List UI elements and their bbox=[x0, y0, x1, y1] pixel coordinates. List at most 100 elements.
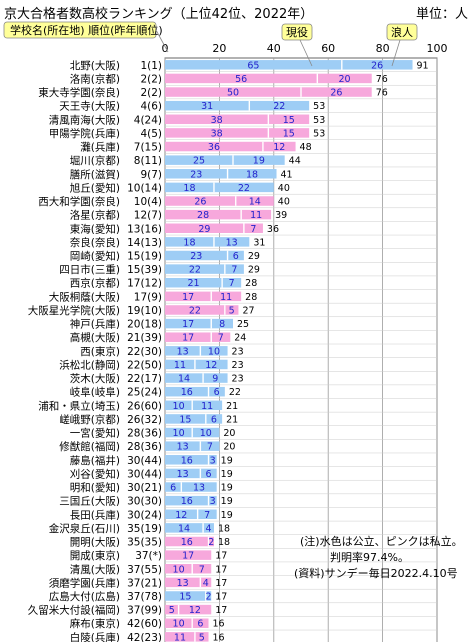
value-total: 17 bbox=[215, 591, 227, 602]
bar-ronin bbox=[200, 577, 212, 588]
value-ronin: 13 bbox=[193, 483, 205, 494]
value-total: 16 bbox=[213, 632, 225, 642]
bar-ronin bbox=[249, 100, 310, 111]
bar-current bbox=[165, 114, 269, 125]
value-total: 21 bbox=[226, 414, 238, 425]
school-name: 開明(大阪) bbox=[70, 536, 120, 549]
note-rate: 判明率97.4%。 bbox=[330, 551, 409, 564]
school-name: 浜松北(静岡) bbox=[59, 358, 120, 371]
value-total: 27 bbox=[242, 305, 254, 316]
bar-current bbox=[165, 400, 193, 411]
value-current: 23 bbox=[190, 169, 202, 180]
value-ronin: 14 bbox=[249, 197, 261, 208]
school-rank: 30(21) bbox=[127, 482, 162, 494]
x-tick-label: 80 bbox=[376, 42, 390, 55]
bar-ronin bbox=[241, 209, 272, 220]
value-current: 16 bbox=[181, 455, 193, 466]
value-total: 40 bbox=[278, 197, 290, 208]
value-total: 76 bbox=[376, 88, 388, 99]
legend-current-pointer bbox=[299, 39, 313, 67]
value-ronin: 2 bbox=[205, 591, 211, 602]
bar-current bbox=[165, 60, 342, 70]
school-rank: 2(2) bbox=[140, 87, 162, 99]
bar-ronin bbox=[203, 523, 214, 533]
value-total: 44 bbox=[289, 156, 301, 167]
bar-current bbox=[165, 441, 201, 451]
bar-current bbox=[165, 141, 263, 152]
bar-current bbox=[165, 87, 301, 97]
value-ronin: 11 bbox=[201, 401, 213, 412]
value-ronin: 19 bbox=[253, 156, 265, 167]
value-current: 10 bbox=[173, 401, 185, 412]
value-ronin: 26 bbox=[371, 60, 383, 71]
value-ronin: 7 bbox=[231, 265, 237, 276]
bar-ronin bbox=[211, 318, 233, 329]
bar-current bbox=[165, 482, 182, 492]
value-current: 38 bbox=[211, 115, 223, 126]
legend-ronin-pointer bbox=[391, 39, 401, 67]
value-current: 11 bbox=[174, 632, 186, 642]
value-ronin: 10 bbox=[208, 346, 220, 357]
value-ronin: 8 bbox=[219, 319, 225, 330]
school-name: 堀川(京都) bbox=[70, 154, 120, 167]
bar-ronin bbox=[192, 618, 209, 628]
bar-current bbox=[165, 318, 212, 329]
bar-current bbox=[165, 305, 225, 315]
school-rank: 22(30) bbox=[127, 346, 162, 358]
value-current: 25 bbox=[193, 156, 205, 167]
value-total: 28 bbox=[245, 278, 257, 289]
legend-ronin-label: 浪人 bbox=[391, 25, 413, 39]
header-label: 学校名(所在地) 順位(昨年順位) bbox=[10, 23, 163, 37]
value-total: 22 bbox=[229, 387, 241, 398]
value-ronin: 10 bbox=[200, 428, 212, 439]
value-ronin: 22 bbox=[238, 183, 250, 194]
bar-current bbox=[165, 427, 193, 438]
school-name: 須磨学園(兵庫) bbox=[49, 576, 120, 589]
bar-ronin bbox=[203, 373, 228, 383]
school-rank: 25(24) bbox=[127, 387, 162, 399]
school-name: 灘(兵庫) bbox=[80, 141, 120, 154]
value-ronin: 4 bbox=[205, 523, 211, 534]
header-pointer bbox=[155, 29, 169, 53]
school-name: 岐阜(岐阜) bbox=[70, 386, 120, 399]
bar-ronin bbox=[208, 455, 217, 465]
value-ronin: 6 bbox=[205, 469, 211, 480]
value-ronin: 3 bbox=[210, 496, 216, 507]
school-rank: 26(32) bbox=[127, 414, 162, 426]
school-name: 天王寺(大阪) bbox=[59, 100, 120, 113]
value-total: 25 bbox=[237, 319, 249, 330]
value-ronin: 12 bbox=[273, 142, 285, 153]
value-ronin: 3 bbox=[210, 455, 216, 466]
school-name: 大阪桐蔭(大阪) bbox=[49, 290, 120, 303]
value-total: 17 bbox=[215, 564, 227, 575]
value-current: 17 bbox=[182, 551, 194, 562]
value-ronin: 11 bbox=[250, 210, 262, 221]
value-current: 28 bbox=[197, 210, 209, 221]
school-rank: 35(19) bbox=[127, 523, 162, 535]
bar-current bbox=[165, 223, 244, 233]
bar-current bbox=[165, 196, 236, 206]
value-ronin: 11 bbox=[220, 292, 232, 303]
school-name: 高槻(大阪) bbox=[70, 331, 120, 344]
bar-ronin bbox=[208, 386, 225, 397]
value-total: 23 bbox=[232, 360, 244, 371]
value-ronin: 7 bbox=[229, 278, 235, 289]
bar-ronin bbox=[205, 414, 223, 424]
bar-current bbox=[165, 386, 209, 397]
school-name: 旭丘(愛知) bbox=[70, 181, 120, 194]
value-total: 18 bbox=[218, 537, 230, 548]
school-name: 北野(大阪) bbox=[70, 59, 120, 72]
value-current: 15 bbox=[179, 414, 191, 425]
bar-current bbox=[165, 128, 269, 138]
value-total: 19 bbox=[221, 455, 233, 466]
bar-current bbox=[165, 237, 214, 247]
value-current: 14 bbox=[178, 523, 190, 534]
value-ronin: 6 bbox=[214, 387, 220, 398]
bar-current bbox=[165, 264, 225, 274]
school-name: 明和(愛知) bbox=[70, 481, 120, 494]
school-name: 甲陽学院(兵庫) bbox=[49, 127, 120, 140]
school-rank: 28(36) bbox=[127, 428, 162, 440]
school-name: 大阪星光学院(大阪) bbox=[28, 304, 120, 317]
value-total: 18 bbox=[218, 523, 230, 534]
